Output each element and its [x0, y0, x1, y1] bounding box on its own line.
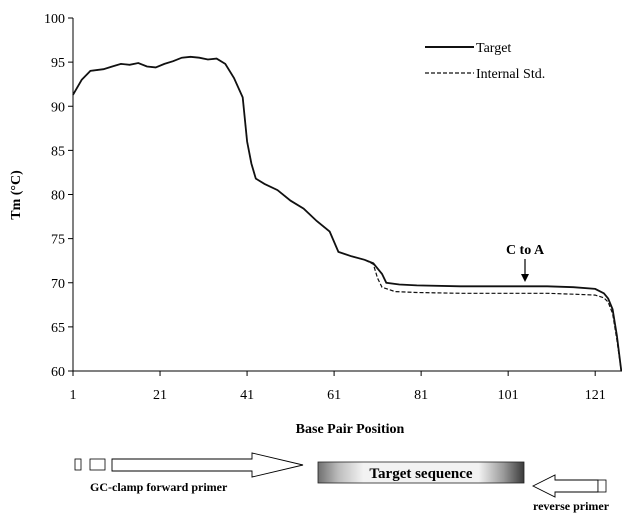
x-tick-label: 121: [585, 388, 606, 403]
target-sequence-label: Target sequence: [369, 466, 473, 482]
x-axis-title: Base Pair Position: [296, 422, 405, 437]
legend-label-internal-std: Internal Std.: [476, 67, 545, 82]
forward-primer-arrow: [111, 452, 304, 478]
reverse-primer-clamp: [597, 479, 607, 493]
gc-clamp-box-1: [74, 458, 82, 471]
legend-label-target: Target: [476, 41, 511, 56]
x-tick-label: 1: [70, 388, 77, 403]
series-line-internal-std: [72, 56, 622, 372]
y-tick-label: 85: [51, 144, 65, 159]
x-tick-label: 21: [153, 388, 167, 403]
y-tick-label: 75: [51, 233, 65, 248]
y-axis-title: Tm (°C): [9, 170, 24, 220]
mutation-annotation: C to A: [506, 243, 545, 282]
sequence-diagram: GC-clamp forward primer Target sequence …: [74, 452, 610, 513]
y-tick-label: 95: [51, 56, 65, 71]
series-line-target: [72, 55, 622, 372]
y-tick-label: 70: [51, 277, 65, 292]
y-tick-label: 60: [51, 365, 65, 380]
x-tick-label: 61: [327, 388, 341, 403]
gc-clamp-box-2: [89, 458, 106, 471]
y-tick-label: 80: [51, 189, 65, 204]
reverse-primer-label: reverse primer: [533, 499, 610, 513]
series-layer: [72, 55, 622, 372]
x-tick-label: 41: [240, 388, 254, 403]
annotation-label: C to A: [506, 243, 545, 258]
legend: Target Internal Std.: [425, 41, 545, 82]
x-tick-label: 101: [498, 388, 519, 403]
y-tick-label: 65: [51, 321, 65, 336]
forward-primer-label: GC-clamp forward primer: [90, 480, 228, 494]
target-sequence-bar: [317, 461, 525, 484]
y-axis-ticks: 60 65 70 75 80 85 90 95 100: [44, 12, 73, 380]
x-tick-label: 81: [414, 388, 428, 403]
x-axis-ticks: 1 21 41 61 81 101 121: [70, 371, 606, 403]
y-tick-label: 100: [44, 12, 65, 27]
y-tick-label: 90: [51, 100, 65, 115]
annotation-arrow-head: [521, 274, 529, 282]
reverse-primer-arrow: [531, 474, 599, 498]
